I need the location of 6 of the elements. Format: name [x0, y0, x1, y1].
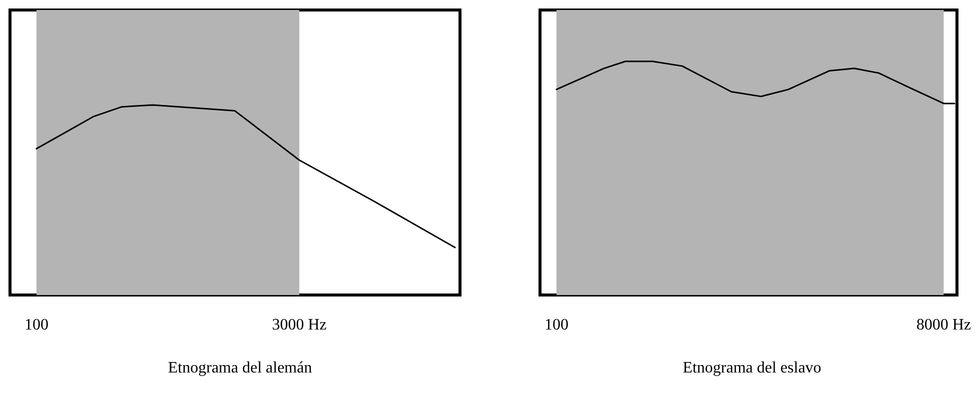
x-tick-label: 3000 Hz: [272, 316, 327, 334]
text: Etnograma del eslavo: [682, 360, 822, 376]
x-tick-label: 100: [544, 316, 568, 334]
x-tick-label: 100: [24, 316, 48, 334]
x-tick-label: 8000 Hz: [916, 316, 971, 334]
text: Etnograma del alemán: [168, 360, 312, 376]
